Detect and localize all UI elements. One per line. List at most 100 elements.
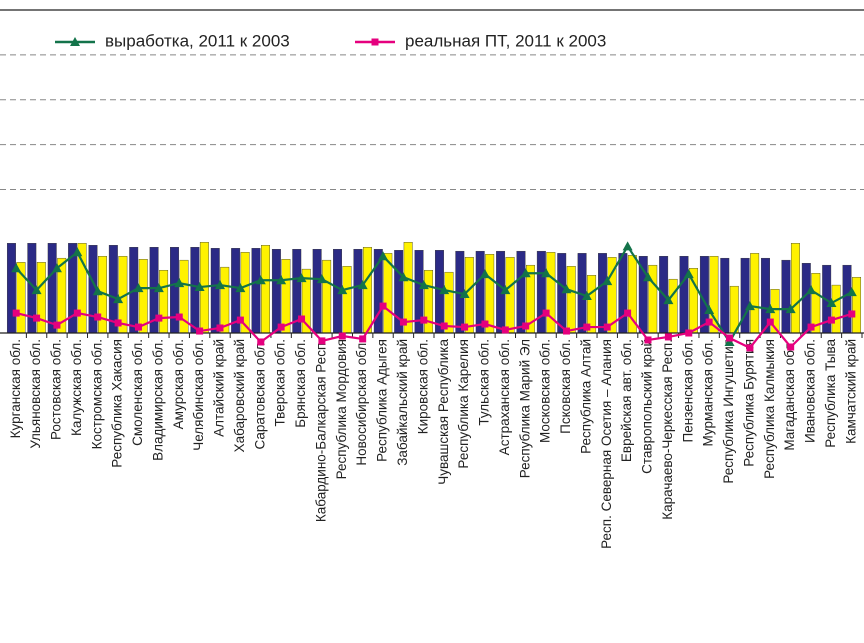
marker	[827, 316, 835, 324]
marker	[379, 302, 387, 310]
marker	[94, 313, 102, 321]
marker	[175, 313, 183, 321]
bar	[312, 248, 322, 334]
marker	[520, 268, 531, 278]
marker	[174, 278, 185, 288]
x-tick-label: Тверская обл.	[273, 339, 288, 426]
x-tick-label: Псковская обл.	[558, 339, 573, 434]
x-tick-label: Республика Ингушетия	[721, 339, 736, 484]
marker	[72, 247, 83, 257]
x-tick-label: Курганская обл.	[8, 339, 23, 438]
bar	[852, 276, 862, 334]
x-tick-label: Республика Хакасия	[110, 339, 125, 468]
marker	[541, 268, 552, 278]
x-tick-label: Забайкальский край	[395, 339, 410, 466]
marker	[155, 314, 163, 322]
x-tick-label: Саратовская обл.	[252, 339, 267, 449]
x-tick-label: Магаданская обл.	[782, 339, 797, 451]
marker	[826, 298, 837, 308]
marker	[418, 280, 429, 290]
marker	[522, 322, 530, 330]
x-tick-label: Республика Алтай	[578, 339, 593, 454]
x-tick-label: Кабардино-Балкарская Респ.	[313, 339, 328, 522]
marker	[664, 333, 672, 341]
marker	[848, 310, 856, 318]
bar	[679, 255, 689, 334]
marker	[500, 285, 511, 295]
marker	[440, 322, 448, 330]
marker	[806, 285, 817, 295]
bar	[648, 264, 658, 334]
marker	[542, 309, 550, 317]
marker	[114, 319, 122, 327]
marker	[216, 324, 224, 332]
x-tick-label: Хабаровский край	[232, 339, 247, 452]
marker	[785, 304, 796, 314]
x-tick-label: Амурская обл.	[171, 339, 186, 429]
bar	[516, 250, 526, 334]
marker	[257, 338, 265, 346]
marker	[113, 294, 124, 304]
bar	[322, 259, 332, 334]
marker	[744, 301, 755, 311]
marker	[73, 309, 81, 317]
bar	[342, 266, 352, 334]
x-tick-label: Республика Тыва	[823, 339, 838, 448]
bar	[720, 257, 730, 334]
marker	[704, 305, 715, 315]
marker	[705, 318, 713, 326]
x-tick-label: Чувашская Республика	[436, 339, 451, 485]
x-tick-label: Республика Мордовия	[334, 339, 349, 479]
bar	[36, 262, 46, 334]
marker	[603, 323, 611, 331]
marker	[726, 334, 734, 342]
bar	[505, 257, 515, 334]
x-tick-label: Ростовская обл.	[49, 339, 64, 440]
bar	[536, 250, 546, 334]
legend-marker	[70, 37, 80, 46]
x-tick-label: Новосибирская обл.	[354, 339, 369, 466]
marker	[298, 315, 306, 323]
marker	[846, 287, 857, 297]
bar	[638, 255, 648, 334]
marker	[276, 275, 287, 285]
marker	[357, 280, 368, 290]
marker	[194, 282, 205, 292]
bar	[750, 253, 760, 334]
x-tick-label: Костромская обл.	[89, 339, 104, 449]
bar	[831, 284, 841, 334]
marker	[581, 291, 592, 301]
marker	[255, 275, 266, 285]
bar	[251, 248, 261, 334]
marker	[316, 274, 327, 284]
bar	[261, 245, 270, 334]
legend-label: выработка, 2011 к 2003	[105, 31, 290, 50]
x-tick-label: Ульяновская обл.	[28, 339, 43, 449]
marker	[624, 309, 632, 317]
marker	[134, 323, 142, 331]
marker	[318, 337, 326, 345]
marker	[643, 272, 653, 282]
marker	[420, 316, 428, 324]
x-tick-label: Республика Бурятия	[741, 339, 756, 467]
x-tick-label: Астраханская обл.	[497, 339, 512, 455]
marker	[787, 343, 795, 351]
marker	[11, 263, 22, 273]
marker	[562, 327, 570, 335]
marker	[31, 285, 42, 295]
bar	[210, 248, 220, 334]
marker	[622, 241, 633, 251]
marker	[459, 289, 470, 299]
bar	[627, 255, 637, 334]
bar	[281, 259, 291, 334]
marker	[561, 284, 572, 294]
marker	[461, 323, 469, 331]
bar	[729, 285, 739, 334]
x-tick-label: Брянская обл.	[293, 339, 308, 428]
bar	[159, 269, 169, 334]
x-tick-label: Смоленская обл.	[130, 339, 145, 446]
marker	[807, 323, 815, 331]
marker	[439, 285, 450, 295]
x-tick-label: Камчатский край	[843, 339, 858, 444]
